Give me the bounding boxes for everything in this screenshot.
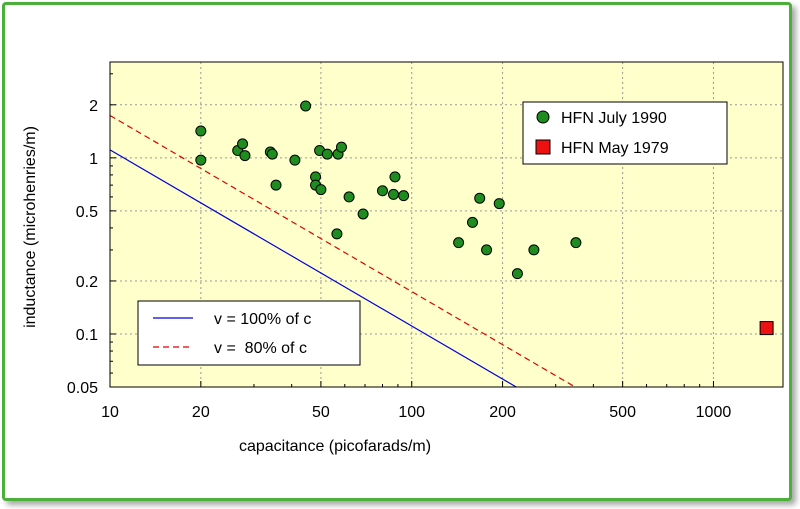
- x-tick-label: 200: [489, 404, 516, 421]
- data-point-1990: [570, 237, 582, 249]
- legend-label-100: v = 100% of c: [214, 311, 311, 328]
- x-tick-label: 100: [398, 404, 425, 421]
- data-point-1990: [453, 237, 465, 249]
- data-point-1990: [481, 244, 493, 256]
- data-point-1990: [493, 198, 505, 210]
- y-tick-label: 0.5: [76, 204, 98, 221]
- data-point-1990: [357, 208, 369, 220]
- data-point-1990: [343, 191, 355, 203]
- y-tick-label: 1: [89, 151, 98, 168]
- data-point-1990: [266, 148, 278, 160]
- data-point-1990: [270, 179, 282, 191]
- data-point-1990: [376, 185, 388, 197]
- x-tick-label: 1000: [696, 404, 732, 421]
- data-point-1990: [195, 154, 207, 166]
- data-point-1990: [528, 244, 540, 256]
- plot-border: [109, 61, 784, 388]
- legend-label-1979: HFN May 1979: [561, 140, 669, 157]
- data-point-1990: [321, 148, 333, 160]
- legend-label-1990: HFN July 1990: [561, 110, 667, 127]
- x-tick-label: 50: [312, 404, 330, 421]
- y-tick-label: 2: [89, 98, 98, 115]
- data-point-1990: [289, 154, 301, 166]
- points-legend-box: [522, 101, 728, 165]
- data-point-1990: [387, 188, 399, 200]
- data-point-1990: [239, 150, 251, 162]
- data-point-1990: [331, 228, 343, 240]
- data-point-1990: [237, 138, 249, 150]
- y-tick-label: 0.1: [76, 327, 98, 344]
- data-point-1990: [389, 171, 401, 183]
- data-point-1990: [335, 141, 347, 153]
- legend-label-80: v = 80% of c: [214, 340, 307, 357]
- velocity-100-line: [109, 149, 517, 388]
- legend-marker-1979: [535, 139, 551, 155]
- x-tick-label: 500: [609, 404, 636, 421]
- data-point-1990: [511, 268, 523, 280]
- data-point-1990: [300, 100, 312, 112]
- scatter-chart: 10 20 50 100 200 500 1000 0.05 0.1 0.2 0.5 1 2 HFN J…: [22, 61, 784, 455]
- x-tick-label: 20: [192, 404, 210, 421]
- data-point-1979: [759, 321, 774, 336]
- y-tick-label: 0.2: [76, 274, 98, 291]
- data-point-1990: [315, 184, 327, 196]
- y-tick-label: 0.05: [67, 380, 98, 397]
- lines-legend-box: [137, 300, 361, 366]
- chart-frame: 10 20 50 100 200 500 1000 0.05 0.1 0.2 0.5 1 2 HFN J…: [2, 2, 792, 501]
- legend-marker-1990: [536, 110, 550, 124]
- y-axis-label: inductance (microhenries/m): [22, 126, 39, 328]
- x-tick-label: 10: [101, 404, 119, 421]
- data-point-1990: [195, 125, 207, 137]
- data-point-1990: [398, 190, 410, 202]
- data-point-1990: [474, 192, 486, 204]
- data-point-1990: [467, 216, 479, 228]
- x-axis-label: capacitance (picofarads/m): [239, 438, 431, 455]
